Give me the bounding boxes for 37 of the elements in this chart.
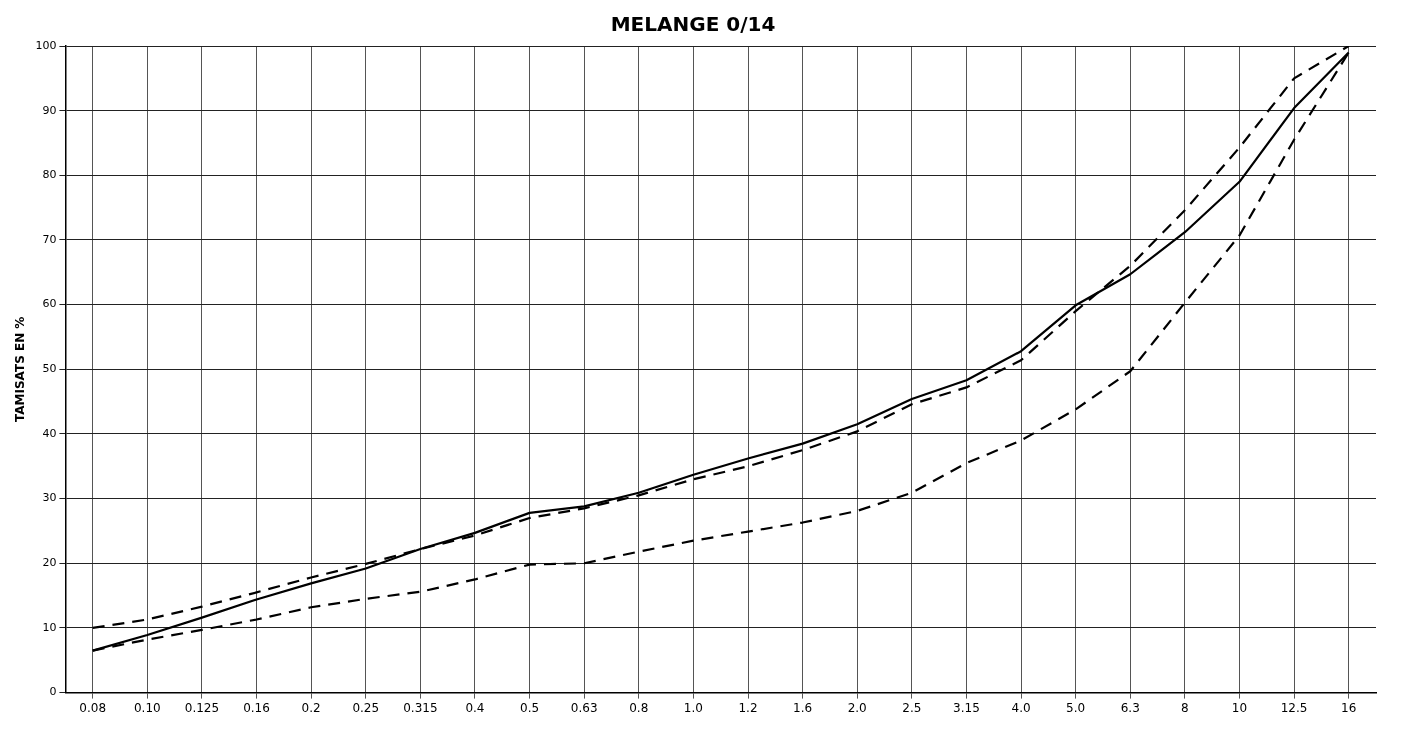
y-tick-label: 40 bbox=[42, 426, 57, 440]
x-tick-label: 0.125 bbox=[184, 700, 220, 715]
x-tick-label: 0.10 bbox=[133, 700, 161, 715]
chart-title: MELANGE 0/14 bbox=[610, 12, 776, 37]
x-tick-label: 1.0 bbox=[683, 700, 703, 715]
x-tick-label: 4.0 bbox=[1011, 700, 1031, 715]
x-tick-label: 2.0 bbox=[847, 700, 867, 715]
y-tick-label: 0 bbox=[49, 685, 57, 699]
y-tick-label: 70 bbox=[42, 232, 57, 246]
x-tick-label: 0.5 bbox=[520, 700, 540, 715]
y-tick-label: 60 bbox=[42, 297, 57, 311]
x-tick-label: 2.5 bbox=[902, 700, 922, 715]
x-tick-label: 0.315 bbox=[403, 700, 438, 715]
x-tick-label: 6.3 bbox=[1120, 700, 1140, 715]
y-tick-label: 100 bbox=[35, 38, 57, 52]
y-tick-label: 80 bbox=[42, 168, 57, 182]
x-tick-label: 12.5 bbox=[1280, 700, 1308, 715]
x-tick-label: 0.63 bbox=[570, 700, 598, 715]
y-axis-title: TAMISATS EN % bbox=[13, 316, 28, 422]
x-tick-label: 1.2 bbox=[738, 700, 758, 715]
x-tick-label: 0.4 bbox=[465, 700, 485, 715]
y-tick-label: 90 bbox=[42, 103, 57, 117]
x-tick-label: 0.8 bbox=[629, 700, 649, 715]
x-tick-label: 5.0 bbox=[1066, 700, 1086, 715]
x-tick-label: 0.2 bbox=[301, 700, 321, 715]
y-tick-label: 30 bbox=[42, 491, 57, 505]
x-tick-label: 0.08 bbox=[79, 700, 107, 715]
x-tick-label: 3.15 bbox=[953, 700, 980, 715]
x-tick-label: 10 bbox=[1231, 700, 1248, 715]
x-tick-label: 16 bbox=[1341, 700, 1357, 715]
x-tick-label: 8 bbox=[1181, 700, 1189, 715]
y-tick-label: 10 bbox=[42, 620, 57, 634]
x-tick-label: 0.16 bbox=[243, 700, 270, 715]
x-tick-label: 1.6 bbox=[793, 700, 813, 715]
x-tick-label: 0.25 bbox=[352, 700, 380, 715]
y-tick-label: 20 bbox=[42, 556, 57, 570]
y-tick-label: 50 bbox=[42, 362, 57, 376]
